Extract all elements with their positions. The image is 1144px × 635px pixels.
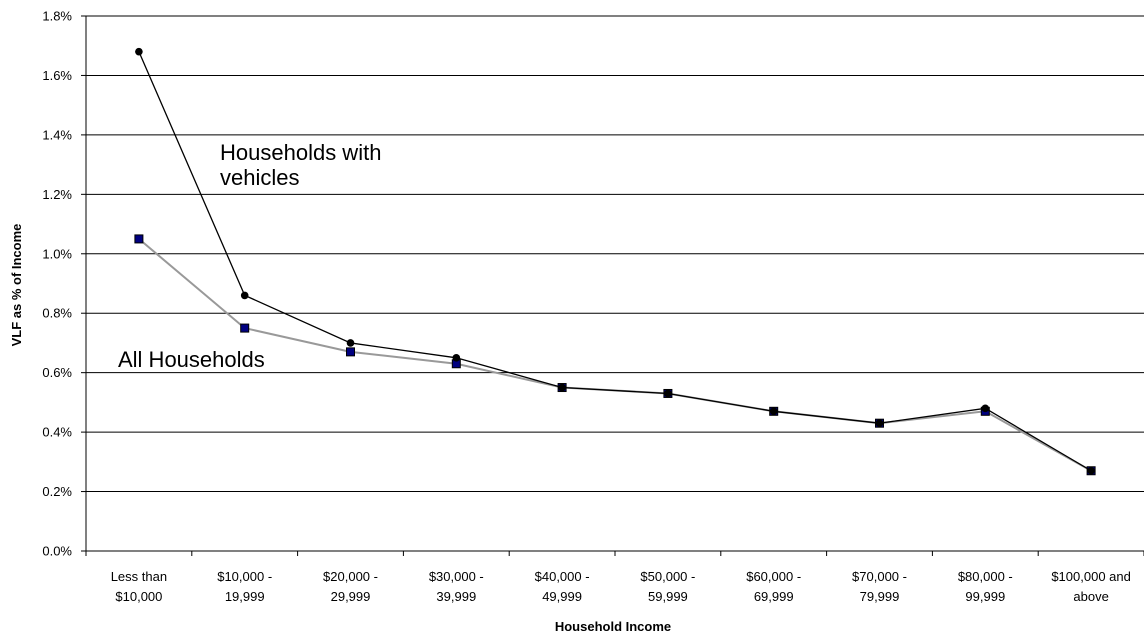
data-point: [452, 354, 461, 362]
x-tick-label: $10,000 - 19,999: [217, 569, 272, 604]
data-point: [240, 291, 249, 300]
x-tick-label-line: $10,000 -: [217, 569, 272, 584]
x-axis-title: Household Income: [555, 619, 671, 634]
data-point: [981, 404, 990, 413]
x-tick-label-line: 79,999: [860, 589, 900, 604]
y-axis-ticks: 0.0% 0.2% 0.4% 0.6% 0.8% 1.0% 1.2% 1.4% 1.6% 1.8%: [42, 9, 86, 559]
data-point: [240, 323, 250, 333]
x-tick-label-line: 59,999: [648, 589, 688, 604]
x-tick-label-line: $20,000 -: [323, 569, 378, 584]
x-tick-label-line: Less than: [111, 569, 167, 584]
data-point: [135, 47, 143, 56]
x-tick-label-line: 19,999: [225, 589, 265, 604]
x-tick-label: $30,000 - 39,999: [429, 569, 484, 604]
data-point: [346, 339, 355, 347]
x-tick-label-line: $30,000 -: [429, 569, 484, 584]
series-line: [138, 51, 1092, 472]
x-tick-label-line: $50,000 -: [640, 569, 695, 584]
y-tick-label: 0.6%: [42, 365, 72, 380]
series-1: [135, 47, 1095, 475]
annotation-all-households: All Households: [118, 347, 265, 372]
x-tick-label-line: above: [1073, 589, 1108, 604]
data-point: [664, 389, 672, 398]
y-tick-label: 0.4%: [42, 425, 72, 440]
data-point: [346, 347, 355, 357]
y-tick-label: 0.0%: [42, 544, 72, 559]
y-tick-label: 1.0%: [42, 246, 72, 261]
y-axis-title: VLF as % of Income: [9, 224, 24, 347]
series: [134, 47, 1096, 476]
x-tick-label-line: 49,999: [542, 589, 582, 604]
data-point: [558, 383, 566, 392]
y-tick-label: 1.2%: [42, 187, 72, 202]
annotation-households-with-vehicles: Households with vehicles: [220, 140, 388, 190]
x-tick-label-line: $80,000 -: [958, 569, 1013, 584]
data-point: [134, 234, 144, 244]
series-line: [138, 238, 1092, 472]
x-tick-label-line: $40,000 -: [535, 569, 590, 584]
x-tick-label-line: $10,000: [115, 589, 162, 604]
series-0: [134, 234, 1096, 476]
y-tick-label: 0.2%: [42, 484, 72, 499]
y-tick-label: 1.4%: [42, 127, 72, 142]
x-tick-label: $20,000 - 29,999: [323, 569, 378, 604]
x-tick-label: $60,000 - 69,999: [746, 569, 801, 604]
x-axis-ticks: Less than $10,000 $10,000 - 19,999 $20,000 -…: [85, 551, 1144, 604]
y-tick-label: 1.6%: [42, 68, 72, 83]
x-tick-label: $70,000 - 79,999: [852, 569, 907, 604]
x-tick-label: $100,000 and above: [1051, 569, 1131, 604]
y-tick-label: 1.8%: [42, 9, 72, 24]
x-tick-label-line: $60,000 -: [746, 569, 801, 584]
data-point: [875, 419, 884, 427]
x-tick-label-line: 69,999: [754, 589, 794, 604]
x-tick-label-line: 99,999: [965, 589, 1005, 604]
x-tick-label-line: $70,000 -: [852, 569, 907, 584]
gridlines: [86, 15, 1144, 493]
x-tick-label: $50,000 - 59,999: [640, 569, 695, 604]
x-tick-label-line: 29,999: [331, 589, 371, 604]
data-point: [1087, 466, 1095, 475]
x-tick-label: Less than $10,000: [111, 569, 167, 604]
x-tick-label: $40,000 - 49,999: [535, 569, 590, 604]
x-tick-label: $80,000 - 99,999: [958, 569, 1013, 604]
x-tick-label-line: 39,999: [436, 589, 476, 604]
y-tick-label: 0.8%: [42, 306, 72, 321]
axes: [85, 16, 1144, 552]
annotation-households-with-vehicles-line-2: vehicles: [220, 165, 299, 190]
data-point: [769, 407, 778, 416]
annotation-households-with-vehicles-line-1: Households with: [220, 140, 381, 165]
x-tick-label-line: $100,000 and: [1051, 569, 1131, 584]
